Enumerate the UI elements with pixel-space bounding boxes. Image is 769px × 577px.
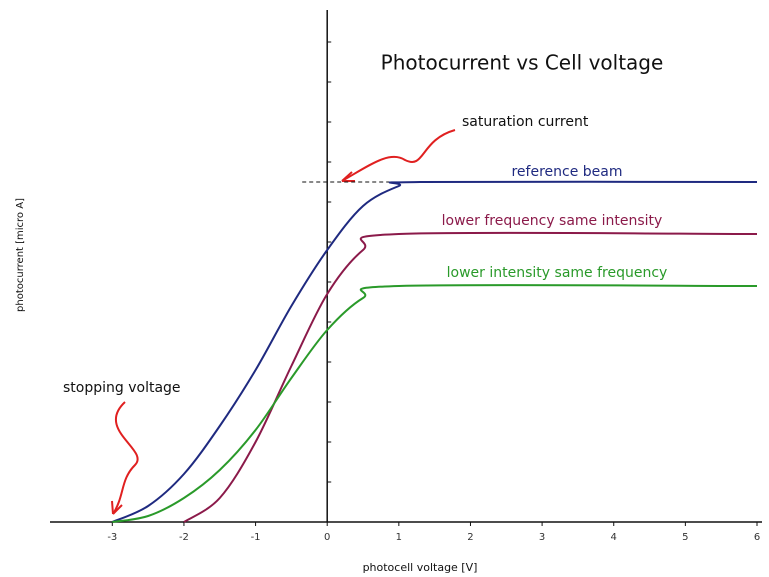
x-tick-label: 2 <box>467 532 473 543</box>
annotation-arrow <box>341 129 456 182</box>
line-series <box>183 231 758 523</box>
x-tick-label: -1 <box>251 532 261 543</box>
annotation: stopping voltage <box>63 380 181 396</box>
annotation: saturation current <box>462 114 589 130</box>
line-series <box>111 180 758 523</box>
series-label: reference beam <box>511 164 622 180</box>
y-axis-label: photocurrent [micro A] <box>15 198 26 312</box>
series-label: lower intensity same frequency <box>447 265 668 281</box>
arrow-head <box>341 171 355 182</box>
x-tick-label: 5 <box>682 532 688 543</box>
annotation-arrow <box>112 401 139 515</box>
x-tick-label: 0 <box>324 532 330 543</box>
x-tick-label: 1 <box>396 532 402 543</box>
x-tick-label: 3 <box>539 532 545 543</box>
arrow-head <box>111 500 123 515</box>
x-tick-label: 4 <box>611 532 617 543</box>
x-tick-label: -3 <box>107 532 117 543</box>
series-label: lower frequency same intensity <box>442 213 663 229</box>
x-tick-label: -2 <box>179 532 189 543</box>
chart-title: Photocurrent vs Cell voltage <box>381 51 664 75</box>
x-axis-label: photocell voltage [V] <box>363 561 478 574</box>
line-series <box>112 284 758 523</box>
x-tick-label: 6 <box>754 532 760 543</box>
